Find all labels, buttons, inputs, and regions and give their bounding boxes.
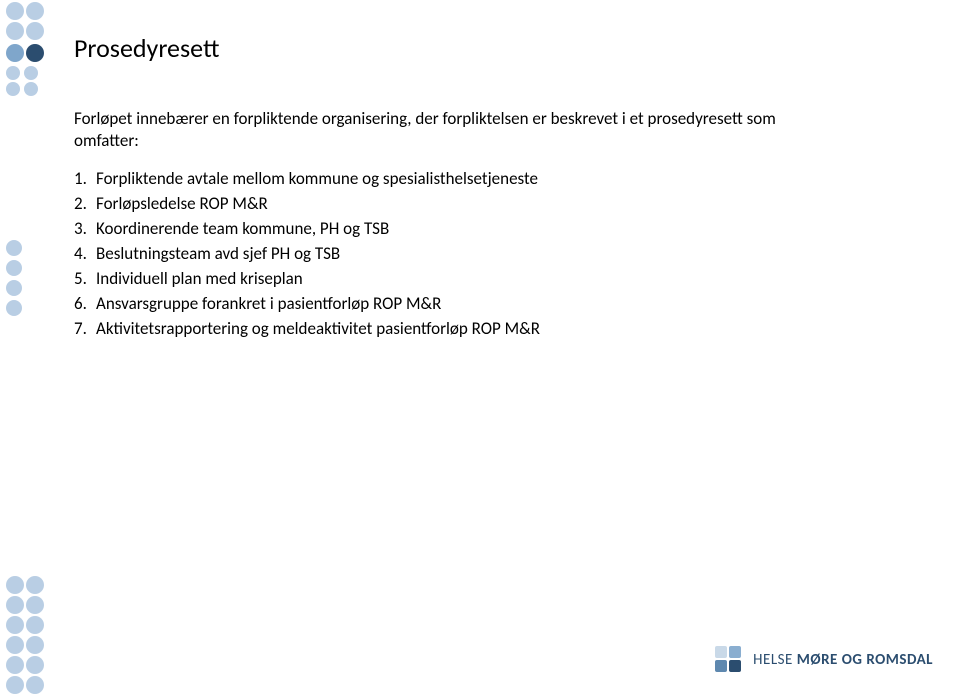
- list-item-text: Koordinerende team kommune, PH og TSB: [96, 218, 389, 239]
- list-item-number: 6.: [74, 293, 96, 316]
- list-item: 5.Individuell plan med kriseplan: [74, 268, 540, 291]
- decorative-dot: [6, 260, 22, 276]
- decorative-dot: [6, 656, 24, 674]
- side-dot-decoration: [4, 0, 48, 692]
- list-item: 4.Beslutningsteam avd sjef PH og TSB: [74, 243, 540, 266]
- decorative-dot: [26, 576, 44, 594]
- list-item-text: Aktivitetsrapportering og meldeaktivitet…: [96, 318, 540, 339]
- decorative-dot: [6, 300, 22, 316]
- decorative-dot: [24, 82, 38, 96]
- decorative-dot: [6, 240, 22, 256]
- decorative-dot: [26, 636, 44, 654]
- decorative-dot: [26, 656, 44, 674]
- decorative-dot: [26, 676, 44, 694]
- logo-square-bl: [715, 660, 727, 672]
- list-item-number: 2.: [74, 193, 96, 216]
- decorative-dot: [26, 22, 44, 40]
- decorative-dot: [6, 66, 20, 80]
- decorative-dot: [6, 636, 24, 654]
- logo-square-br: [729, 660, 741, 672]
- list-item: 6.Ansvarsgruppe forankret i pasientforlø…: [74, 293, 540, 316]
- list-item-text: Forpliktende avtale mellom kommune og sp…: [96, 168, 538, 189]
- decorative-dot: [6, 44, 24, 62]
- decorative-dot: [6, 676, 24, 694]
- logo-mark-icon: [715, 646, 743, 674]
- list-item: 7.Aktivitetsrapportering og meldeaktivit…: [74, 318, 540, 341]
- decorative-dot: [26, 2, 44, 20]
- list-item-text: Ansvarsgruppe forankret i pasientforløp …: [96, 293, 441, 314]
- page-title: Prosedyresett: [74, 32, 219, 64]
- logo-square-tl: [715, 646, 727, 658]
- list-item-text: Individuell plan med kriseplan: [96, 268, 303, 289]
- list-item-number: 5.: [74, 268, 96, 291]
- decorative-dot: [6, 616, 24, 634]
- decorative-dot: [6, 22, 24, 40]
- numbered-list: 1.Forpliktende avtale mellom kommune og …: [74, 168, 540, 343]
- intro-paragraph: Forløpet innebærer en forpliktende organ…: [74, 108, 834, 152]
- list-item-number: 7.: [74, 318, 96, 341]
- logo-text-bold: MØRE OG ROMSDAL: [797, 651, 933, 669]
- brand-logo: HELSE MØRE OG ROMSDAL: [715, 646, 933, 674]
- decorative-dot: [6, 576, 24, 594]
- decorative-dot: [6, 2, 24, 20]
- list-item: 1.Forpliktende avtale mellom kommune og …: [74, 168, 540, 191]
- list-item-number: 1.: [74, 168, 96, 191]
- list-item-text: Forløpsledelse ROP M&R: [96, 193, 268, 214]
- decorative-dot: [24, 66, 38, 80]
- logo-text: HELSE MØRE OG ROMSDAL: [753, 651, 933, 669]
- decorative-dot: [6, 596, 24, 614]
- list-item-number: 4.: [74, 243, 96, 266]
- list-item: 2.Forløpsledelse ROP M&R: [74, 193, 540, 216]
- list-item-number: 3.: [74, 218, 96, 241]
- logo-text-light: HELSE: [753, 651, 797, 669]
- decorative-dot: [26, 616, 44, 634]
- decorative-dot: [6, 82, 20, 96]
- decorative-dot: [26, 44, 44, 62]
- decorative-dot: [6, 280, 22, 296]
- list-item: 3.Koordinerende team kommune, PH og TSB: [74, 218, 540, 241]
- decorative-dot: [26, 596, 44, 614]
- logo-square-tr: [729, 646, 741, 658]
- list-item-text: Beslutningsteam avd sjef PH og TSB: [96, 243, 340, 264]
